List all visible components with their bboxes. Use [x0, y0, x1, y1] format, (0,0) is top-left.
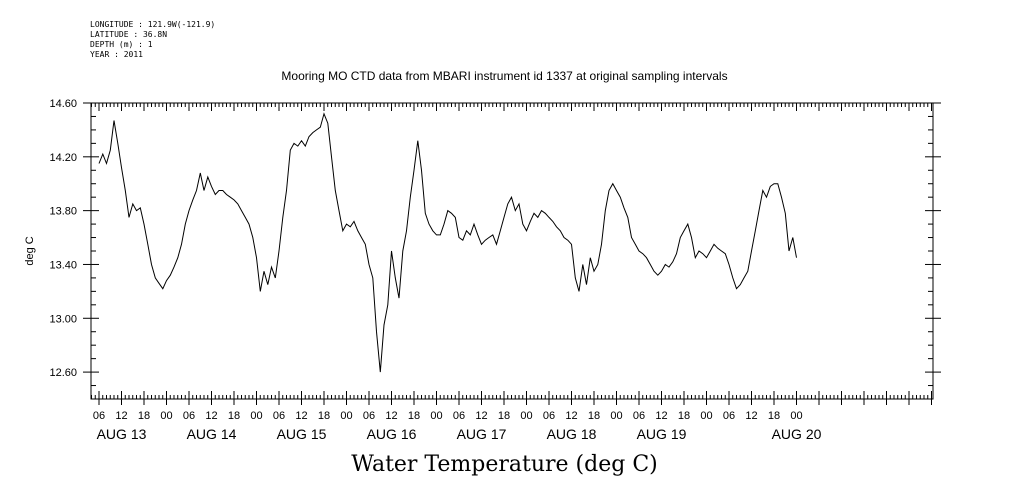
day-label: AUG 19 — [637, 426, 687, 442]
day-label: AUG 14 — [187, 426, 237, 442]
axis-layer: 12.60 13.00 13.40 13.80 14.20 14.60 06 12 18 00 06… — [49, 98, 941, 442]
day-label: AUG 15 — [277, 426, 327, 442]
x-tick-label: 00 — [430, 410, 442, 422]
x-tick-label: 12 — [115, 410, 127, 422]
x-tick-label: 06 — [93, 410, 105, 422]
x-tick-label: 06 — [723, 410, 735, 422]
day-label: AUG 16 — [367, 426, 417, 442]
x-tick-label: 06 — [633, 410, 645, 422]
x-tick-label: 18 — [678, 410, 690, 422]
depth-text: DEPTH (m) : 1 — [90, 40, 153, 49]
x-tick-label: 06 — [183, 410, 195, 422]
y-tick-label: 14.60 — [49, 98, 77, 110]
x-tick-label: 12 — [475, 410, 487, 422]
plot-frame — [90, 102, 934, 400]
x-tick-label: 18 — [768, 410, 780, 422]
y-tick-label: 13.80 — [49, 206, 77, 218]
x-tick-label: 12 — [565, 410, 577, 422]
x-tick-label: 06 — [273, 410, 285, 422]
day-label: AUG 18 — [547, 426, 597, 442]
x-tick-label: 12 — [295, 410, 307, 422]
series-layer — [98, 112, 797, 373]
bottom-title: Water Temperature (deg C) — [351, 452, 658, 477]
x-tick-label: 00 — [790, 410, 802, 422]
x-tick-label: 12 — [745, 410, 757, 422]
x-tick-label: 00 — [700, 410, 712, 422]
x-tick-label: 00 — [520, 410, 532, 422]
x-tick-label: 18 — [228, 410, 240, 422]
y-axis-label: deg C — [24, 236, 36, 265]
x-tick-label: 18 — [318, 410, 330, 422]
x-tick-label: 18 — [498, 410, 510, 422]
x-tick-label: 18 — [138, 410, 150, 422]
x-tick-label: 00 — [340, 410, 352, 422]
y-tick-label: 12.60 — [49, 367, 77, 379]
day-label: AUG 13 — [97, 426, 147, 442]
x-tick-label: 06 — [543, 410, 555, 422]
longitude-text: LONGITUDE : 121.9W(-121.9) — [90, 20, 216, 29]
x-tick-label: 00 — [160, 410, 172, 422]
x-tick-label: 12 — [385, 410, 397, 422]
x-tick-label: 12 — [205, 410, 217, 422]
x-tick-label: 06 — [453, 410, 465, 422]
temperature-line — [98, 112, 797, 373]
latitude-text: LATITUDE : 36.8N — [90, 30, 168, 39]
chart-title: Mooring MO CTD data from MBARI instrumen… — [281, 69, 728, 83]
x-tick-label: 18 — [408, 410, 420, 422]
metadata-block: LONGITUDE : 121.9W(-121.9) LATITUDE : 36… — [90, 20, 215, 60]
day-label: AUG 20 — [772, 426, 822, 442]
y-tick-label: 14.20 — [49, 152, 77, 164]
y-tick-label: 13.40 — [49, 259, 77, 271]
x-tick-label: 06 — [363, 410, 375, 422]
x-tick-label: 18 — [588, 410, 600, 422]
x-tick-label: 00 — [250, 410, 262, 422]
x-tick-label: 00 — [610, 410, 622, 422]
y-tick-label: 13.00 — [49, 313, 77, 325]
day-label: AUG 17 — [457, 426, 507, 442]
year-text: YEAR : 2011 — [90, 50, 143, 59]
x-tick-label: 12 — [655, 410, 667, 422]
